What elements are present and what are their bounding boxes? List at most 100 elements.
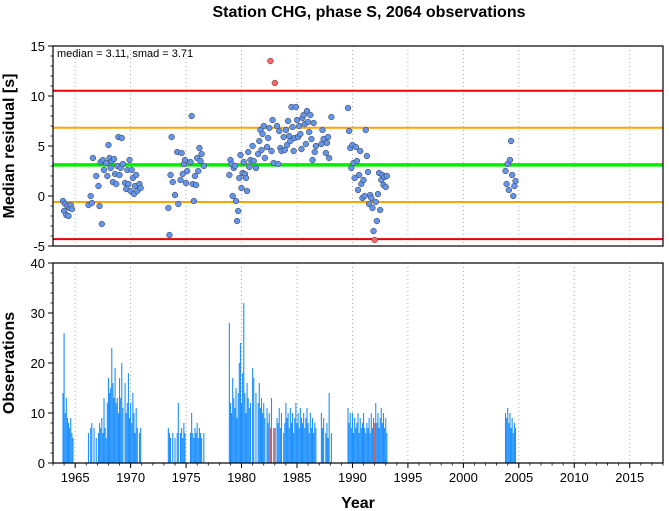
data-point [113,180,120,188]
bar [262,413,264,463]
data-point [93,172,100,180]
y-tick-label: 20 [31,356,45,371]
bar [176,433,178,463]
data-point [268,147,275,155]
bar [349,413,351,463]
bar [506,418,508,463]
bar [69,428,71,463]
bar [264,418,266,463]
bar [239,343,241,463]
data-point [249,142,256,150]
bar [90,428,92,463]
bar [307,423,309,463]
bar [174,438,176,463]
bar [66,418,68,463]
bar [109,393,111,463]
x-tick-label: 2010 [560,470,589,485]
data-point [118,134,125,142]
bar [246,383,248,463]
bar [368,418,370,463]
bar [299,408,301,463]
bar [235,388,237,463]
data-point [306,128,313,136]
data-point [276,127,283,135]
data-point [266,124,273,132]
data-point [165,204,172,212]
bar [372,418,375,463]
y-tick-label: 40 [31,256,45,271]
data-point [354,186,362,194]
bar [138,433,141,463]
data-point [128,166,135,174]
bar [301,423,304,463]
data-point [298,145,305,153]
data-point [360,176,367,184]
bar [100,428,102,463]
bar [298,428,300,463]
data-point [296,122,303,130]
bar [361,423,363,463]
data-point [307,111,314,119]
bar [232,378,234,463]
data-point [100,166,108,174]
bar [179,433,182,463]
data-point [374,190,382,198]
data-point [200,162,207,170]
highlight-bar [274,428,276,463]
bar [353,433,355,463]
data-point [192,181,200,189]
bar [118,378,121,463]
residual-panel: median = 3.11, smad = 3.71 -5 0 5 10 15 Median… [1,39,664,254]
bar [122,408,124,463]
bar [309,413,311,463]
data-point [319,126,326,134]
data-point [284,117,292,125]
bar [362,413,365,463]
bar [192,433,194,463]
bar [293,433,295,463]
data-point [231,162,239,170]
highlight-bar [374,423,376,463]
data-point [259,130,266,138]
data-point [191,172,199,180]
bar [130,403,132,463]
data-point [233,217,241,225]
data-point [179,170,186,178]
data-point [280,133,287,141]
data-point [510,192,517,200]
data-point [506,156,514,164]
data-point [507,137,515,145]
data-point [352,143,359,151]
bar [189,433,192,463]
y-tick-label: 10 [31,89,45,104]
data-point [353,157,361,165]
bar [347,408,349,463]
bar [136,428,138,463]
bar [167,428,169,463]
bar [72,438,74,463]
bar [289,408,291,463]
data-point [505,186,512,194]
bar [199,433,202,463]
data-point [326,154,333,162]
bar [321,428,324,463]
bar [280,413,283,463]
data-point [119,160,127,168]
bar [360,428,362,463]
bar [201,438,203,463]
bar [508,423,510,463]
bar [196,423,198,463]
x-axis-label: Year [341,495,375,511]
bar [311,418,314,463]
bar [249,403,251,463]
data-point [361,192,368,200]
bar [315,428,317,463]
bar [231,413,233,463]
data-point [255,150,262,158]
data-point [269,116,276,124]
bar [132,393,134,463]
bar [284,423,286,463]
data-point [68,205,76,213]
observations-panel: 0 10 20 30 40 1965 1970 1975 1980 1985 1990 1995 200… [1,256,664,511]
y-tick-label: 0 [38,189,45,204]
